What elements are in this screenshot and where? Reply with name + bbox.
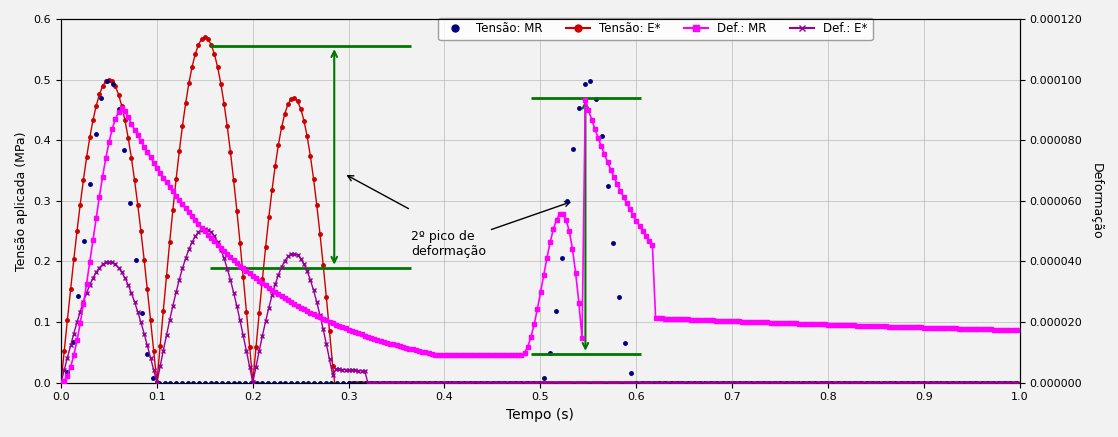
Legend: Tensão: MR, Tensão: E*, Def.: MR, Def.: E*: Tensão: MR, Tensão: E*, Def.: MR, Def.: … [438,17,872,40]
Y-axis label: Tensão aplicada (MPa): Tensão aplicada (MPa) [15,131,28,271]
Text: 2º pico de
deformação: 2º pico de deformação [411,201,570,258]
X-axis label: Tempo (s): Tempo (s) [506,408,575,422]
Y-axis label: Deformação: Deformação [1090,163,1103,239]
